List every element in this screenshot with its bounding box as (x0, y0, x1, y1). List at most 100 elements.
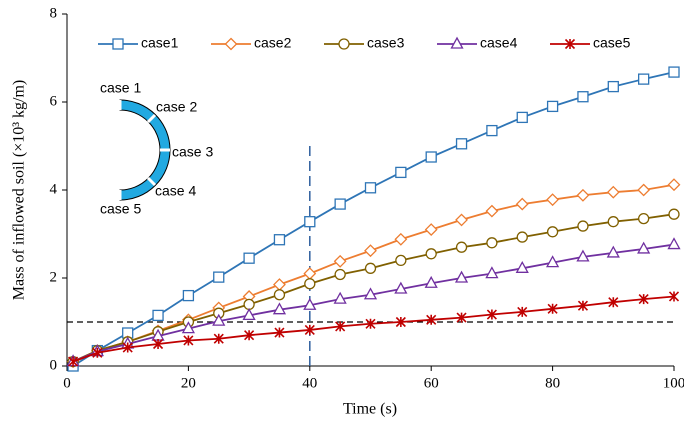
y-tick-label: 4 (50, 181, 58, 197)
marker (364, 262, 377, 274)
marker (304, 324, 315, 335)
marker (517, 306, 528, 317)
marker (424, 275, 438, 288)
legend-label: case4 (480, 35, 518, 51)
marker (486, 124, 498, 137)
marker (273, 278, 286, 292)
marker (394, 232, 408, 246)
marker (546, 255, 560, 268)
marker (183, 335, 194, 346)
marker (576, 188, 590, 202)
inset-marker (146, 176, 157, 187)
x-tick-label: 20 (181, 375, 196, 391)
marker (333, 291, 347, 304)
y-tick-label: 0 (50, 357, 58, 373)
marker (638, 73, 650, 85)
legend-label: case1 (141, 35, 179, 51)
marker (577, 220, 589, 232)
marker (274, 327, 285, 338)
marker (334, 198, 346, 210)
marker (122, 342, 133, 353)
marker (394, 281, 408, 294)
marker (455, 241, 468, 253)
inset-marker (146, 113, 157, 124)
marker (333, 254, 347, 268)
marker (424, 223, 438, 237)
legend-label: case5 (593, 35, 631, 51)
marker (668, 208, 680, 220)
marker (456, 312, 467, 323)
y-tick-label: 6 (50, 93, 58, 109)
inset-label: case 1 (100, 80, 141, 96)
marker (637, 183, 651, 197)
marker (335, 321, 346, 332)
marker (213, 271, 225, 283)
marker (303, 297, 317, 310)
marker (606, 245, 620, 258)
marker (395, 316, 406, 328)
legend-marker (338, 38, 350, 50)
marker (304, 216, 316, 228)
marker (92, 347, 103, 358)
x-axis-label: Time (s) (343, 401, 397, 418)
marker (363, 287, 378, 300)
series-line (72, 71, 675, 367)
marker (668, 66, 680, 78)
legend-marker (450, 36, 464, 49)
marker (667, 178, 681, 192)
marker (607, 80, 619, 93)
marker (485, 266, 499, 279)
marker (515, 260, 529, 273)
marker (516, 231, 528, 243)
marker (181, 321, 195, 334)
inset-label: case 2 (156, 99, 197, 115)
marker (576, 249, 590, 262)
marker (455, 138, 468, 150)
marker (455, 213, 468, 227)
marker (546, 226, 559, 238)
x-tick-label: 40 (302, 375, 317, 391)
marker (425, 151, 437, 163)
marker (213, 333, 224, 344)
x-tick-label: 0 (63, 375, 71, 391)
marker (364, 182, 377, 194)
marker (304, 278, 316, 290)
marker (68, 356, 79, 367)
inset-label: case 4 (155, 183, 196, 199)
marker (608, 297, 619, 308)
y-axis-label: Mass of inflowed soil (×10³ kg/m) (11, 80, 28, 300)
marker (152, 338, 164, 350)
marker (638, 212, 650, 225)
marker (486, 309, 497, 320)
marker (607, 216, 619, 228)
marker (303, 267, 317, 281)
inset-diagram: case 1 case 2 case 3 case 4 case 5 (100, 80, 213, 217)
marker (546, 100, 559, 113)
marker (425, 248, 437, 260)
marker (667, 237, 681, 250)
y-tick-label: 8 (50, 5, 58, 21)
marker (515, 197, 529, 211)
legend-label: case2 (254, 35, 292, 51)
marker (334, 268, 346, 281)
legend-marker (564, 38, 576, 50)
x-tick-label: 100 (663, 375, 684, 391)
marker (243, 298, 255, 311)
marker (182, 289, 195, 302)
marker (242, 308, 256, 321)
marker (395, 254, 407, 267)
legend-label: case3 (367, 35, 405, 51)
marker (606, 185, 620, 199)
marker (546, 193, 560, 207)
marker (486, 237, 498, 249)
marker (365, 318, 376, 329)
marker (152, 309, 164, 322)
marker (395, 166, 407, 179)
marker (637, 241, 651, 254)
marker (485, 204, 499, 218)
marker (668, 291, 680, 302)
marker (364, 244, 377, 258)
marker (454, 270, 469, 283)
inset-label: case 5 (100, 201, 141, 217)
